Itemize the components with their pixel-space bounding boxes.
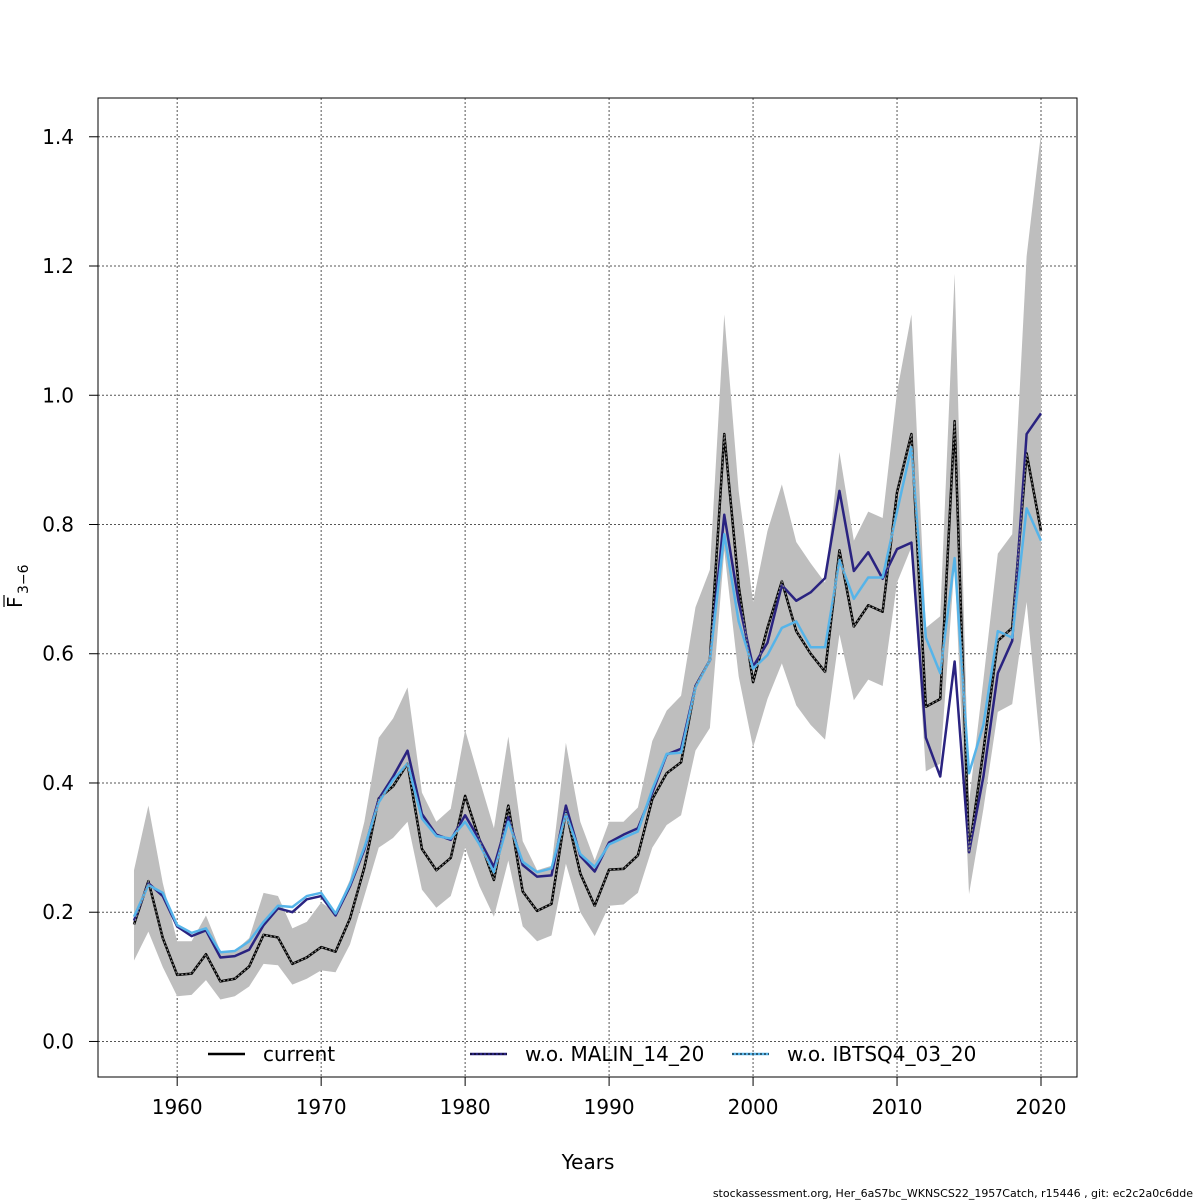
y-axis-title: F 3−6 xyxy=(3,564,32,608)
x-tick-label-2020: 2020 xyxy=(1016,1095,1067,1119)
y-axis-ticks: 0.0 0.2 0.4 0.6 0.8 1.0 1.2 1.4 xyxy=(42,125,98,1053)
y-tick-label-5: 1.0 xyxy=(42,383,74,407)
grid-lines xyxy=(98,98,1077,1077)
x-axis-ticks: 1960 1970 1980 1990 2000 2010 2020 xyxy=(152,1077,1067,1119)
y-tick-label-6: 1.2 xyxy=(42,254,74,278)
plot-frame xyxy=(97,97,1078,1078)
footer-note: stockassessment.org, Her_6aS7bc_WKNSCS22… xyxy=(713,1187,1193,1200)
legend-label-current: current xyxy=(263,1042,335,1066)
y-tick-label-1: 0.2 xyxy=(42,900,74,924)
y-axis-title-subscript: 3−6 xyxy=(16,564,32,594)
y-tick-label-0: 0.0 xyxy=(42,1029,74,1053)
y-tick-label-7: 1.4 xyxy=(42,125,74,149)
confidence-band xyxy=(133,133,1042,1000)
x-tick-label-1960: 1960 xyxy=(152,1095,203,1119)
x-tick-label-1970: 1970 xyxy=(296,1095,347,1119)
y-axis-title-main: F xyxy=(3,596,27,608)
x-tick-label-2010: 2010 xyxy=(872,1095,923,1119)
series-line-current xyxy=(132,419,1043,983)
legend: current w.o. MALIN_14_20 w.o. IBTSQ4_03_… xyxy=(208,1042,976,1066)
x-tick-label-2000: 2000 xyxy=(728,1095,779,1119)
legend-label-ibts: w.o. IBTSQ4_03_20 xyxy=(787,1042,976,1066)
series-line-ibts xyxy=(132,445,1043,954)
x-axis-title: Years xyxy=(561,1150,615,1174)
x-tick-label-1990: 1990 xyxy=(584,1095,635,1119)
y-tick-label-2: 0.4 xyxy=(42,771,74,795)
x-tick-label-1980: 1980 xyxy=(440,1095,491,1119)
legend-label-malin: w.o. MALIN_14_20 xyxy=(525,1042,704,1066)
y-tick-label-4: 0.8 xyxy=(42,512,74,536)
confidence-band-group xyxy=(133,133,1042,1000)
y-tick-label-3: 0.6 xyxy=(42,642,74,666)
series-line-malin xyxy=(132,412,1043,959)
series-lines xyxy=(132,412,1043,983)
